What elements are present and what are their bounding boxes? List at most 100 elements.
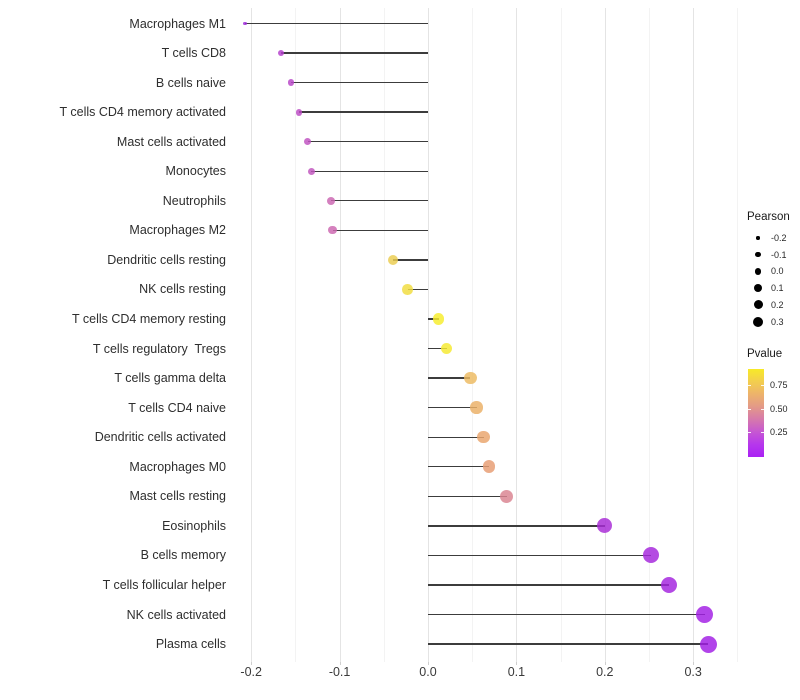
y-axis-label: Monocytes <box>165 164 226 179</box>
lollipop-stem <box>428 613 705 616</box>
size-legend-dot <box>755 252 761 258</box>
x-axis-tick-label: -0.2 <box>240 665 262 679</box>
x-axis-tick-label: -0.1 <box>328 665 351 679</box>
data-point <box>477 430 490 444</box>
y-axis-label: T cells gamma delta <box>114 371 226 386</box>
x-axis-tick <box>339 662 341 665</box>
colorbar-tick <box>748 385 751 386</box>
lollipop-stem <box>428 584 670 586</box>
lollipop-stem <box>428 466 489 468</box>
size-legend-label: 0.1 <box>771 283 784 294</box>
data-point <box>243 21 247 26</box>
lollipop-stem <box>428 495 507 497</box>
x-axis-tick <box>693 662 695 665</box>
minor-gridline <box>383 8 385 662</box>
minor-gridline <box>649 8 650 662</box>
y-axis-label: T cells CD4 memory resting <box>72 312 226 326</box>
pvalue-colorbar <box>748 369 764 457</box>
y-axis-label: T cells regulatory Tregs <box>92 341 226 356</box>
x-axis-tick <box>428 662 429 665</box>
y-axis-label: T cells CD8 <box>161 46 226 61</box>
x-axis-tick-label: 0.1 <box>507 665 526 679</box>
lollipop-stem <box>407 288 428 291</box>
x-axis-tick-label: 0.0 <box>419 665 437 679</box>
y-axis-label: Plasma cells <box>155 637 226 652</box>
size-legend-label: -0.2 <box>771 233 787 243</box>
colorbar-tick-label: 0.50 <box>770 403 788 414</box>
y-axis-label: T cells follicular helper <box>102 577 226 592</box>
y-axis-label: Dendritic cells resting <box>107 252 226 267</box>
x-axis-tick <box>251 662 253 665</box>
data-point <box>432 313 445 325</box>
plot-panel <box>232 8 740 662</box>
lollipop-stem <box>392 259 428 261</box>
data-point <box>304 138 312 146</box>
minor-gridline <box>737 8 739 662</box>
data-point <box>500 489 514 503</box>
major-gridline <box>428 8 429 662</box>
size-legend-title: Pearson <box>747 211 790 223</box>
x-axis-tick-label: 0.2 <box>596 665 614 679</box>
size-legend-dot <box>756 236 760 240</box>
lollipop-stem <box>298 111 428 113</box>
y-axis-label: Eosinophils <box>162 518 226 533</box>
lollipop-stem <box>245 22 428 25</box>
colorbar-tick <box>761 432 764 433</box>
major-gridline <box>339 8 341 662</box>
lollipop-stem <box>281 52 428 54</box>
lollipop-stem <box>428 406 477 409</box>
colorbar-tick-label: 0.75 <box>770 380 788 390</box>
y-axis-label: Neutrophils <box>162 193 226 208</box>
minor-gridline <box>295 8 297 662</box>
data-point <box>278 50 285 57</box>
colorbar-tick-label: 0.25 <box>770 427 788 437</box>
minor-gridline <box>472 8 474 662</box>
minor-gridline <box>560 8 562 662</box>
lollipop-stem <box>428 347 447 350</box>
size-legend-dot <box>753 300 763 310</box>
y-axis-label: Macrophages M1 <box>129 16 226 31</box>
data-point <box>440 342 453 355</box>
y-axis-label: B cells memory <box>140 548 226 563</box>
data-point <box>661 576 678 594</box>
data-point <box>387 254 398 265</box>
y-axis-label: Mast cells resting <box>129 489 226 504</box>
lollipop-stem <box>332 229 428 232</box>
data-point <box>696 606 714 623</box>
size-legend-dot <box>754 284 762 293</box>
data-point <box>307 167 315 175</box>
y-axis-label: Macrophages M2 <box>129 223 226 238</box>
major-gridline <box>516 8 518 662</box>
data-point <box>328 226 337 235</box>
lollipop-stem <box>428 525 605 527</box>
y-axis-label: T cells CD4 memory activated <box>59 105 227 120</box>
size-legend-label: 0.0 <box>771 266 784 277</box>
data-point <box>642 547 659 564</box>
lollipop-stem <box>428 554 651 557</box>
y-axis-label: T cells CD4 naive <box>128 400 226 415</box>
lollipop-stem <box>330 200 428 202</box>
data-point <box>699 635 717 653</box>
major-gridline <box>604 8 606 662</box>
size-legend-label: 0.3 <box>771 316 784 327</box>
size-legend-dot <box>753 316 763 327</box>
size-legend-label: 0.2 <box>771 299 784 310</box>
colorbar-tick <box>761 408 764 410</box>
data-point <box>287 79 295 86</box>
lollipop-stem <box>311 170 428 172</box>
major-gridline <box>251 8 253 662</box>
data-point <box>326 196 335 205</box>
x-axis-tick <box>516 662 518 665</box>
colorbar-tick <box>748 408 751 410</box>
y-axis-label: Dendritic cells activated <box>94 430 226 445</box>
data-point <box>482 460 496 474</box>
y-axis-label: NK cells activated <box>126 607 226 622</box>
data-point <box>597 518 613 534</box>
lollipop-stem <box>307 141 428 143</box>
y-axis-label: Mast cells activated <box>116 134 226 149</box>
y-axis-label: NK cells resting <box>139 282 226 297</box>
size-legend-dot <box>754 268 762 275</box>
major-gridline <box>693 8 695 662</box>
lollipop-stem <box>290 81 428 84</box>
y-axis-label: Macrophages M0 <box>129 459 226 474</box>
